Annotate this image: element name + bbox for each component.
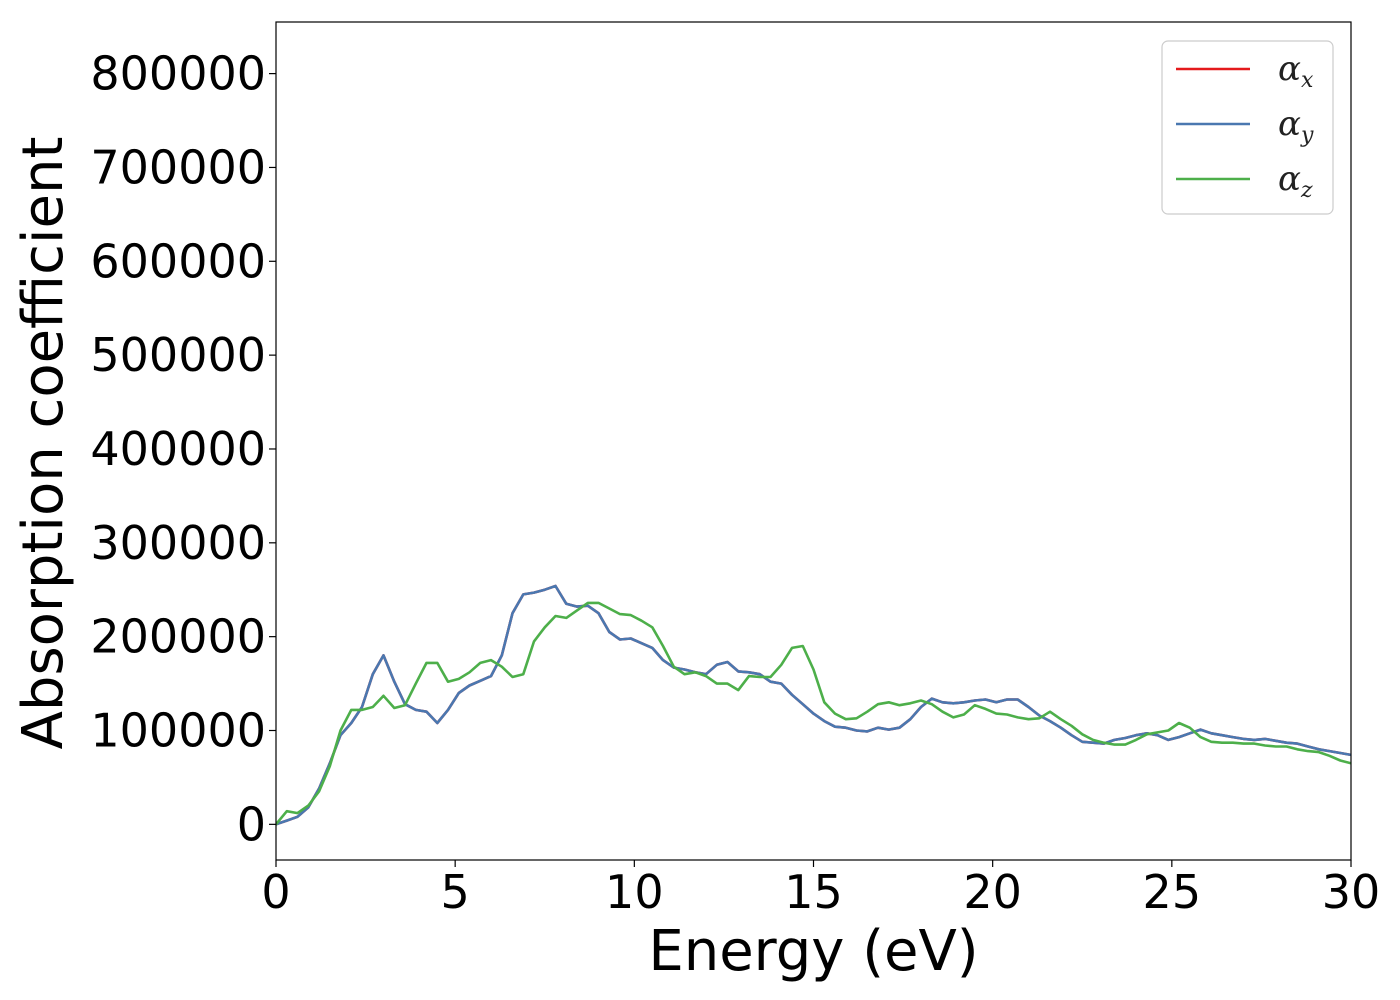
y-tick-label: 500000 [90, 328, 266, 382]
x-tick-label: 25 [1143, 865, 1202, 919]
x-tick-label: 20 [963, 865, 1022, 919]
x-tick-label: 10 [605, 865, 664, 919]
legend: αx αy αz [1161, 40, 1334, 215]
legend-box [1161, 40, 1334, 215]
x-tick-label: 15 [784, 865, 843, 919]
y-tick-label: 700000 [90, 140, 266, 194]
series-line-z [276, 601, 1351, 826]
y-axis-title: Absorption coefficient [11, 137, 76, 750]
legend-items: αx αy αz [1176, 49, 1314, 203]
y-tick-label: 0 [237, 797, 266, 851]
x-tick-label: 30 [1322, 865, 1381, 919]
legend-label-x: αx [1278, 49, 1314, 93]
x-axis-title: Energy (eV) [648, 919, 978, 984]
series-layer [276, 584, 1351, 826]
y-tick-label: 200000 [90, 610, 266, 664]
x-tick-label: 5 [441, 865, 470, 919]
y-axis-ticks: 0 100000 200000 300000 400000 500000 600000 700… [90, 47, 276, 851]
y-tick-label: 600000 [90, 234, 266, 288]
legend-label-z: αz [1278, 159, 1313, 203]
x-tick-label: 0 [261, 865, 290, 919]
y-tick-label: 100000 [90, 703, 266, 757]
y-tick-label: 300000 [90, 516, 266, 570]
series-line-x [276, 584, 1351, 826]
x-axis-ticks: 0 5 10 15 20 25 30 [261, 860, 1380, 919]
series-line-y [276, 584, 1351, 826]
legend-label-y: αy [1278, 104, 1314, 148]
y-tick-label: 800000 [90, 47, 266, 101]
plot-frame [275, 21, 1352, 861]
y-tick-label: 400000 [90, 422, 266, 476]
